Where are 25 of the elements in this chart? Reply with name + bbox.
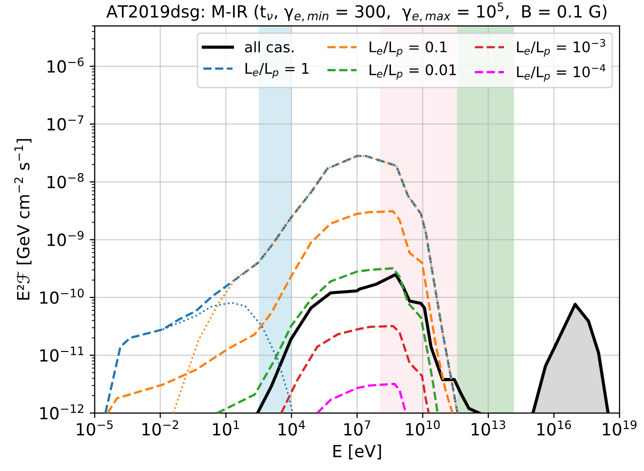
y-tick-label: 10$^{−7}$ <box>48 115 84 131</box>
x-tick-label: 10$^{16}$ <box>537 420 571 436</box>
x-tick-label: 10$^{13}$ <box>472 420 506 436</box>
legend-label: all cas. <box>245 41 294 53</box>
y-tick-label: 10$^{−8}$ <box>48 173 84 188</box>
legend-label: L$_{e}$/L$_{p}$ = 10$^{−3}$ <box>517 39 606 57</box>
y-tick-label: 10$^{−12}$ <box>40 404 84 420</box>
x-axis-title: E [eV] <box>333 444 381 460</box>
y-tick-label: 10$^{−11}$ <box>40 346 84 362</box>
x-tick-label: 10$^{−2}$ <box>142 420 178 436</box>
x-tick-label: 10$^{10}$ <box>406 420 440 436</box>
x-tick-label: 10$^{−5}$ <box>76 420 113 436</box>
legend-label: L$_{e}$/L$_{p}$ = 0.01 <box>370 64 456 80</box>
x-tick-label: 10$^{1}$ <box>213 420 239 436</box>
y-tick-label: 10$^{−6}$ <box>48 57 84 73</box>
x-tick-label: 10$^{19}$ <box>602 420 637 436</box>
x-tick-label: 10$^{7}$ <box>344 420 370 436</box>
chart-title: AT2019dsg: M-IR (t$_{ν}$, γ$_{e,min}$ = 300, γ$_{e,max}$ = 10$^{5}$, B = 0.1 G) <box>106 2 606 22</box>
legend-label: L$_{e}$/L$_{p}$ = 1 <box>246 63 309 78</box>
y-tick-label: 10$^{−10}$ <box>40 288 84 304</box>
x-tick-label: 10$^{4}$ <box>278 420 305 436</box>
legend-label: L$_{e}$/L$_{p}$ = 10$^{−4}$ <box>517 64 606 82</box>
y-axis-title: E²ℱ [GeV cm$^{−2}$ s$^{−1}$] <box>14 139 32 300</box>
y-tick-label: 10$^{−9}$ <box>48 230 84 246</box>
legend-label: L$_{e}$/L$_{p}$ = 0.1 <box>370 41 447 57</box>
